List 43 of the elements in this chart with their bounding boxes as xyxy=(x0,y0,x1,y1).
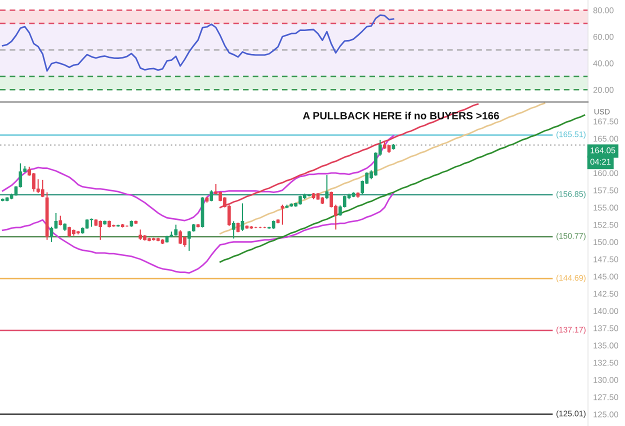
y-tick-label: 147.50 xyxy=(594,256,618,262)
ref-line-label: (165.51) xyxy=(556,131,586,139)
ref-line-label: (156.85) xyxy=(556,190,586,198)
ref-line-label: (125.01) xyxy=(556,410,586,418)
candlestick xyxy=(188,230,191,252)
y-tick-label: 145.00 xyxy=(594,274,618,280)
y-tick-label: 142.50 xyxy=(594,290,618,297)
y-tick-label: 165.00 xyxy=(594,136,618,142)
y-tick-label: 140.00 xyxy=(594,308,618,314)
y-tick-label: 155.00 xyxy=(594,204,618,211)
candlestick xyxy=(85,218,89,230)
y-tick-label: 160.00 xyxy=(594,170,618,176)
candlestick xyxy=(40,179,44,198)
line-series xyxy=(2,192,394,274)
y-tick-label: 132.50 xyxy=(594,360,618,366)
candlestick xyxy=(58,215,62,226)
candlestick xyxy=(280,204,284,226)
line-series xyxy=(220,102,546,234)
y-tick-label: 157.50 xyxy=(594,187,618,194)
candlestick xyxy=(236,222,240,233)
y-tick-label: 130.00 xyxy=(594,377,618,383)
y-tick-label: 150.00 xyxy=(594,239,618,246)
candlestick xyxy=(240,202,244,232)
line-series xyxy=(2,14,394,72)
y-tick-label: 20.00 xyxy=(593,86,614,93)
text: 04:21 xyxy=(590,158,611,165)
y-tick-label: 125.00 xyxy=(594,411,618,418)
candlestick xyxy=(325,174,329,200)
y-tick-label: 135.00 xyxy=(594,342,618,348)
ref-line-label: (144.69) xyxy=(556,274,586,282)
candlestick xyxy=(232,220,236,240)
y-tick-label: 167.50 xyxy=(594,118,618,124)
y-tick-label: 80.00 xyxy=(593,7,614,14)
ref-line-label: (137.17) xyxy=(556,326,586,334)
y-tick-label: 137.50 xyxy=(594,325,618,332)
y-tick-label: 40.00 xyxy=(593,60,614,66)
line-series xyxy=(2,135,394,222)
candlestick xyxy=(210,190,214,202)
y-tick-label: 127.50 xyxy=(594,394,618,400)
y-tick-label: 152.50 xyxy=(594,222,618,228)
ref-line-label: 164.05 xyxy=(590,147,616,154)
ref-line-label: (150.77) xyxy=(556,232,586,240)
y-tick-label: 60.00 xyxy=(593,34,614,40)
